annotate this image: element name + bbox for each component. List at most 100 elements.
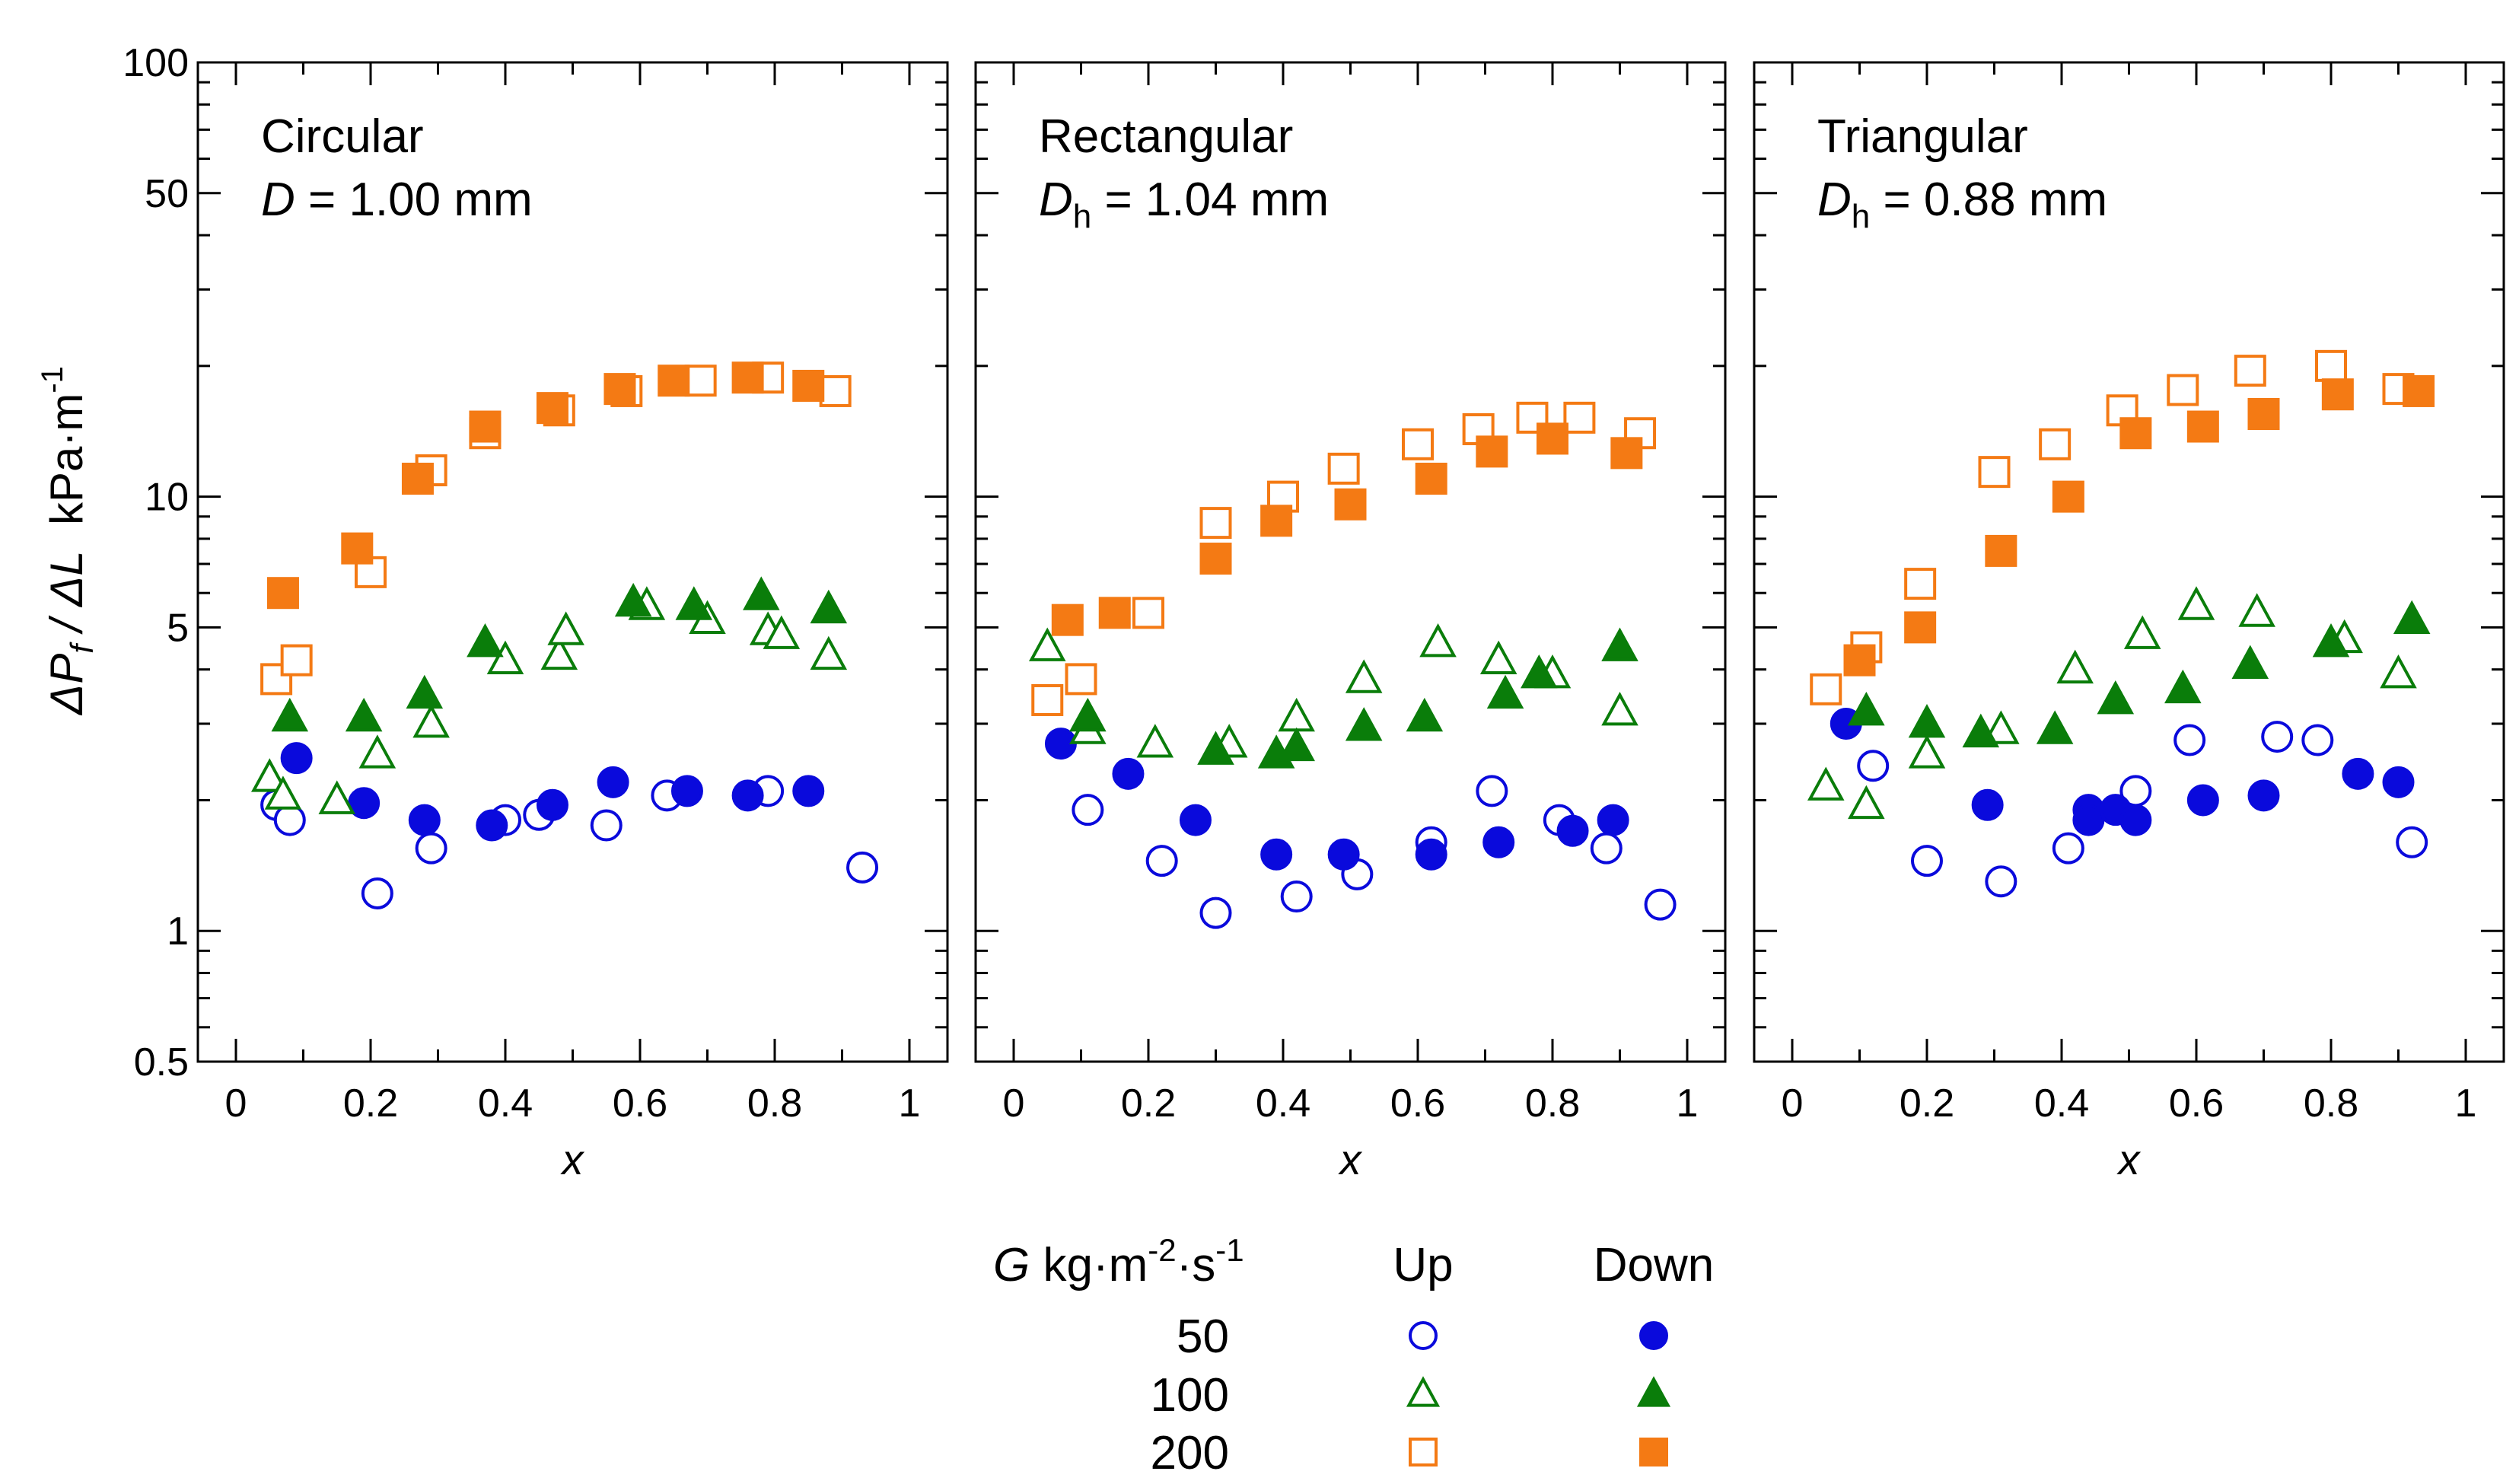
data-point-triangle-filled (1848, 691, 1885, 726)
data-point-triangle-open (1345, 659, 1383, 693)
data-point-square-filled (536, 392, 568, 425)
data-point-circle-filled (670, 775, 703, 807)
series-G50-down (280, 742, 825, 842)
data-point-circle-filled (536, 788, 568, 821)
data-point-triangle-filled (345, 697, 383, 732)
legend-down-label: Down (1594, 1239, 1715, 1291)
series-G100-down (1848, 600, 2431, 748)
y-title-exp: -1 (36, 366, 69, 393)
data-point-square-filled (401, 462, 434, 495)
x-tick-label: 0.2 (1121, 1081, 1176, 1126)
panel-title: Circular (261, 110, 424, 163)
data-point-triangle-filled (1486, 674, 1524, 709)
data-point-square-filled (341, 532, 374, 565)
data-point-circle-filled (2072, 804, 2105, 836)
x-axis-title: x (560, 1135, 585, 1183)
data-point-triangle-filled (406, 674, 444, 709)
data-point-circle-open (1857, 750, 1890, 782)
data-point-circle-open (273, 804, 306, 836)
y-title-units: kPa·m (41, 393, 92, 525)
legend-entry-label: 200 (1151, 1427, 1229, 1479)
data-point-circle-open (1199, 896, 1232, 929)
dimension-symbol: D (261, 174, 295, 226)
y-title-slash: / ΔL (41, 550, 92, 645)
data-point-square-open (1327, 452, 1360, 485)
panel-rectangular: 0 0.2 0.4 0.6 0.8 1 x Rectangular Dh = 1.04 mm (974, 61, 1727, 1183)
y-title-delta: ΔP (41, 654, 92, 716)
data-point-square-open (2167, 374, 2199, 406)
legend-header-G: G (993, 1239, 1030, 1291)
data-point-square-filled (1051, 603, 1084, 636)
data-point-triangle-open (2177, 586, 2215, 620)
series-G100-down (271, 576, 848, 732)
data-point-triangle-open (2056, 649, 2094, 684)
data-point-square-open (2234, 355, 2266, 387)
legend-marker-triangle-open (1406, 1376, 1441, 1407)
x-tick-label: 0.6 (2169, 1081, 2224, 1126)
data-point-circle-filled (1971, 788, 2004, 821)
data-point-square-open (1904, 568, 1937, 600)
x-tick-label: 0.8 (747, 1081, 802, 1126)
data-point-triangle-filled (1406, 697, 1444, 732)
data-point-square-open (1199, 507, 1232, 540)
data-point-square-filled (1610, 437, 1643, 470)
data-point-square-filled (2186, 410, 2219, 443)
data-point-triangle-filled (2097, 680, 2135, 715)
data-point-triangle-filled (675, 586, 713, 620)
series-G50-down (1830, 707, 2415, 836)
legend-header-units: kg·m (1030, 1239, 1148, 1291)
x-tick-label: 0 (225, 1081, 247, 1126)
x-tick-label: 0.6 (1390, 1081, 1445, 1126)
y-tick-label: 0.5 (134, 1040, 189, 1084)
x-tick-label: 0.2 (1900, 1081, 1954, 1126)
data-point-square-filled (2321, 378, 2354, 411)
data-point-square-open (1810, 673, 1842, 705)
data-point-triangle-filled (2393, 600, 2431, 635)
data-point-triangle-open (412, 703, 450, 738)
data-point-circle-filled (476, 809, 508, 842)
data-point-circle-filled (597, 766, 629, 798)
data-point-triangle-open (318, 780, 356, 814)
data-point-square-filled (1476, 435, 1508, 468)
data-point-circle-filled (2382, 766, 2415, 798)
data-point-circle-open (361, 877, 393, 909)
data-point-circle-open (1145, 845, 1178, 877)
x-axis-title: x (2116, 1135, 2142, 1183)
legend-marker-circle-open (1409, 1321, 1438, 1350)
data-point-square-filled (469, 410, 502, 443)
x-tick-label: 1 (899, 1081, 921, 1126)
x-tick-label: 0 (1782, 1081, 1804, 1126)
data-point-triangle-open (1136, 724, 1174, 758)
x-tick-label: 0.4 (1256, 1081, 1310, 1126)
data-point-circle-filled (2119, 804, 2152, 836)
data-point-triangle-filled (1278, 727, 1315, 762)
data-point-circle-open (2261, 721, 2294, 753)
data-point-triangle-open (1419, 623, 1457, 658)
data-point-square-filled (2247, 398, 2280, 431)
data-point-circle-open (2173, 724, 2206, 756)
panel-dimension: Dh = 1.04 mm (1039, 174, 1329, 235)
data-point-circle-filled (1112, 757, 1145, 790)
data-point-circle-open (2052, 832, 2084, 865)
data-point-square-filled (1985, 534, 2017, 567)
data-point-triangle-filled (1601, 627, 1638, 661)
data-point-triangle-filled (1908, 703, 1946, 738)
data-point-square-filled (2119, 417, 2152, 450)
data-point-circle-open (415, 832, 447, 865)
data-point-triangle-open (1908, 734, 1946, 769)
series-G200-down (266, 361, 825, 610)
data-point-triangle-filled (2312, 623, 2350, 658)
dimension-subscript: h (1073, 198, 1091, 235)
panel-title: Rectangular (1039, 110, 1293, 163)
data-point-circle-filled (1179, 804, 1212, 836)
data-point-triangle-open (1807, 766, 1845, 801)
data-point-circle-filled (1556, 814, 1589, 847)
data-point-triangle-open (540, 635, 578, 670)
data-point-circle-filled (1415, 838, 1447, 871)
data-point-square-open (684, 365, 717, 397)
panel-circular: 0.5 1 5 10 50 100 0 0.2 0.4 0.6 0.8 1 x Circular D = 1… (123, 41, 949, 1183)
data-point-circle-filled (792, 775, 825, 807)
data-point-circle-filled (2186, 784, 2219, 817)
